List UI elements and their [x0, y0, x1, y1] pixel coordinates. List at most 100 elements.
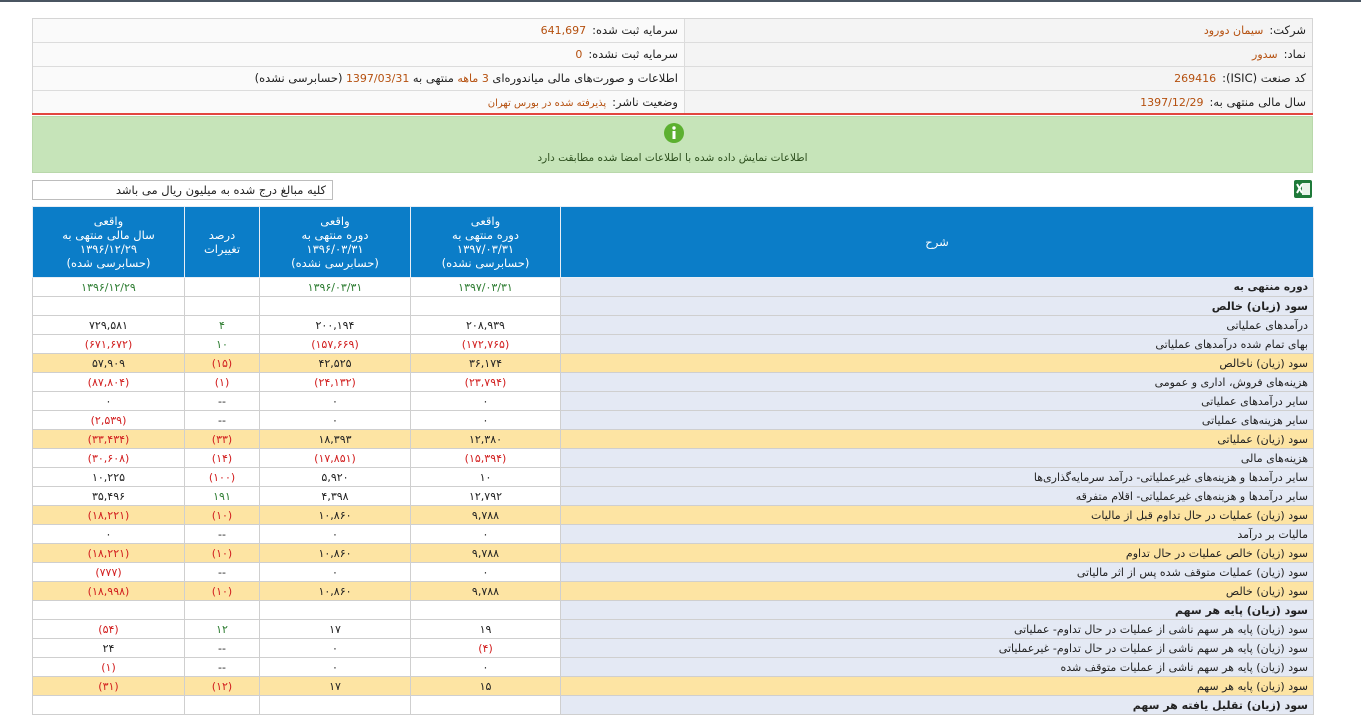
label: کد صنعت (ISIC): — [1222, 71, 1306, 85]
header-line: درصد — [208, 228, 236, 242]
cell: ۱۳۹۶/۱۲/۲۹ — [32, 277, 185, 297]
column-header: واقعی سال مالی منتهی به ۱۳۹۶/۱۲/۲۹ (حسابرسی… — [32, 206, 185, 278]
cell: ۱۷ — [259, 619, 411, 639]
cell: (۱) — [184, 372, 260, 392]
row-label: سود (زیان) عملیات در حال تداوم قبل از ما… — [560, 505, 1314, 525]
cell: (۱۵) — [184, 353, 260, 373]
cell: -- — [184, 638, 260, 658]
info-cell: وضعیت ناشر: پذیرفته شده در بورس تهران — [33, 91, 684, 114]
cell: ۱۵ — [410, 676, 561, 696]
header-line: (حسابرسی شده) — [66, 256, 151, 270]
cell: ۱۰ — [184, 334, 260, 354]
header-line: سال مالی منتهی به — [62, 228, 155, 242]
cell: (۱۰) — [184, 543, 260, 563]
company-info: شرکت:سیمان دورود سرمایه ثبت شده:641,697 … — [32, 18, 1313, 115]
row-label: سود (زیان) پایه هر سهم ناشی از عملیات در… — [560, 619, 1314, 639]
cell: -- — [184, 391, 260, 411]
cell: -- — [184, 562, 260, 582]
cell — [184, 277, 260, 297]
row-label: سود (زیان) پایه هر سهم — [560, 676, 1314, 696]
table-body: دوره منتهی به ۱۳۹۷/۰۳/۳۱ ۱۳۹۶/۰۳/۳۱ ۱۳۹۶/۱۲… — [32, 277, 1314, 715]
cell: -- — [184, 657, 260, 677]
cell: ۱۷ — [259, 676, 411, 696]
cell: ۳۶,۱۷۴ — [410, 353, 561, 373]
info-row: سال مالی منتهی به: 1397/12/29 وضعیت ناشر:… — [33, 91, 1312, 115]
header-line: واقعی — [470, 214, 501, 228]
label: سرمایه ثبت نشده: — [588, 47, 678, 61]
table-row: سود (زیان) پایه هر سهم ناشی از عملیات در… — [32, 619, 1314, 639]
table-row: سود (زیان) خالص عملیات در حال تداوم ۹,۷۸۸… — [32, 543, 1314, 563]
cell: ۱۲,۳۸۰ — [410, 429, 561, 449]
separator — [32, 113, 1313, 115]
cell: ۰ — [259, 657, 411, 677]
row-label: سایر هزینه‌های عملیاتی — [560, 410, 1314, 430]
cell: -- — [184, 410, 260, 430]
cell: (۱۸,۲۲۱) — [32, 543, 185, 563]
cell: (۱) — [32, 657, 185, 677]
cell: ۱۲ — [184, 619, 260, 639]
cell: ۴ — [184, 315, 260, 335]
cell: (۱۸,۹۹۸) — [32, 581, 185, 601]
income-statement: شرح واقعی دوره منتهی به ۱۳۹۷/۰۳/۳۱ (حسابرسی … — [32, 206, 1314, 715]
text: (حسابرسی نشده) — [254, 71, 343, 85]
cell: ۹,۷۸۸ — [410, 581, 561, 601]
cell: ۳۵,۴۹۶ — [32, 486, 185, 506]
table-row: درآمدهای عملیاتی ۲۰۸,۹۳۹ ۲۰۰,۱۹۴ ۴ ۷۲۹,۵۸۱ — [32, 315, 1314, 335]
cell: (۱۰) — [184, 505, 260, 525]
cell: ۱۳۹۶/۰۳/۳۱ — [259, 277, 411, 297]
cell: ۷۲۹,۵۸۱ — [32, 315, 185, 335]
row-label: سایر درآمدهای عملیاتی — [560, 391, 1314, 411]
cell: (۱۲) — [184, 676, 260, 696]
row-label: سایر درآمدها و هزینه‌های غیرعملیاتی- درآ… — [560, 467, 1314, 487]
info-row: کد صنعت (ISIC): 269416 اطلاعات و صورت‌های… — [33, 67, 1312, 91]
cell: ۱۰,۲۲۵ — [32, 467, 185, 487]
cell: (۳۰,۶۰۸) — [32, 448, 185, 468]
row-label: سود (زیان) ناخالص — [560, 353, 1314, 373]
cell: ۰ — [410, 410, 561, 430]
row-label: سود (زیان) تقلیل یافته هر سهم — [560, 695, 1314, 715]
cell: ۰ — [259, 562, 411, 582]
row-label: سود (زیان) خالص عملیات در حال تداوم — [560, 543, 1314, 563]
cell — [184, 695, 260, 715]
table-row: سود (زیان) ناخالص ۳۶,۱۷۴ ۴۲,۵۲۵ (۱۵) ۵۷,۹۰۹ — [32, 353, 1314, 373]
cell: (۸۷,۸۰۴) — [32, 372, 185, 392]
table-row: سود (زیان) پایه هر سهم — [32, 600, 1314, 620]
cell: ۱۰ — [410, 467, 561, 487]
header-line: دوره منتهی به — [301, 228, 369, 242]
cell: (۱۷۲,۷۶۵) — [410, 334, 561, 354]
label: وضعیت ناشر: — [612, 95, 678, 109]
cell: ۲۰۰,۱۹۴ — [259, 315, 411, 335]
table-row: سود (زیان) عملیات در حال تداوم قبل از ما… — [32, 505, 1314, 525]
header-line: (حسابرسی نشده) — [291, 256, 379, 270]
cell: ۰ — [259, 391, 411, 411]
cell: ۱۹۱ — [184, 486, 260, 506]
header-line: (حسابرسی نشده) — [441, 256, 530, 270]
header-row: شرح واقعی دوره منتهی به ۱۳۹۷/۰۳/۳۱ (حسابرسی … — [32, 206, 1314, 278]
cell — [32, 296, 185, 316]
row-label: سود (زیان) عملیات متوقف شده پس از اثر ما… — [560, 562, 1314, 582]
label: سرمایه ثبت شده: — [592, 23, 678, 37]
info-cell: شرکت: سیمان دورود — [684, 19, 1312, 42]
excel-icon[interactable] — [1293, 179, 1313, 199]
info-cell: نماد: سدور — [684, 43, 1312, 66]
cell — [184, 600, 260, 620]
label: نماد: — [1283, 47, 1306, 61]
column-header: واقعی دوره منتهی به ۱۳۹۷/۰۳/۳۱ (حسابرسی نشد… — [410, 206, 561, 278]
row-label: درآمدهای عملیاتی — [560, 315, 1314, 335]
value: سیمان دورود — [1203, 24, 1264, 37]
cell — [410, 600, 561, 620]
cell: ۰ — [259, 524, 411, 544]
info-cell: سرمایه ثبت شده: 641,697 — [33, 19, 684, 42]
cell: ۱۰,۸۶۰ — [259, 543, 411, 563]
header-line: ۱۳۹۶/۱۲/۲۹ — [79, 242, 138, 256]
row-label: مالیات بر درآمد — [560, 524, 1314, 544]
cell: (۲۳,۷۹۴) — [410, 372, 561, 392]
cell: (۱۰) — [184, 581, 260, 601]
cell: ۱۳۹۷/۰۳/۳۱ — [410, 277, 561, 297]
value: 269416 — [1174, 72, 1217, 85]
header-line: شرح — [925, 235, 949, 249]
cell: ۱۸,۳۹۳ — [259, 429, 411, 449]
cell: ۱۲,۷۹۲ — [410, 486, 561, 506]
value: 3 ماهه — [457, 72, 489, 85]
cell — [32, 600, 185, 620]
